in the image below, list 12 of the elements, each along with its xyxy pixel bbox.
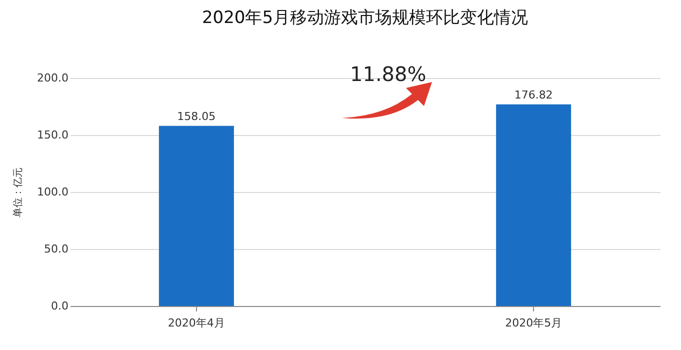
chart-title: 2020年5月移动游戏市场规模环比变化情况 — [202, 8, 528, 28]
y-axis-title: 单位：亿元 — [12, 168, 24, 218]
y-tick-label: 50.0 — [44, 242, 68, 256]
y-tick-label: 200.0 — [37, 72, 68, 84]
y-tick-label: 0.0 — [51, 300, 68, 312]
data-label: 158.05 — [177, 110, 216, 123]
x-tick-label: 2020年5月 — [505, 316, 562, 330]
annotation: 11.88% — [350, 62, 426, 86]
x-tick-label: 2020年4月 — [168, 316, 225, 330]
y-tick-label: 100.0 — [37, 186, 68, 198]
data-label: 176.82 — [514, 88, 553, 102]
y-tick-label: 150.0 — [37, 128, 68, 142]
